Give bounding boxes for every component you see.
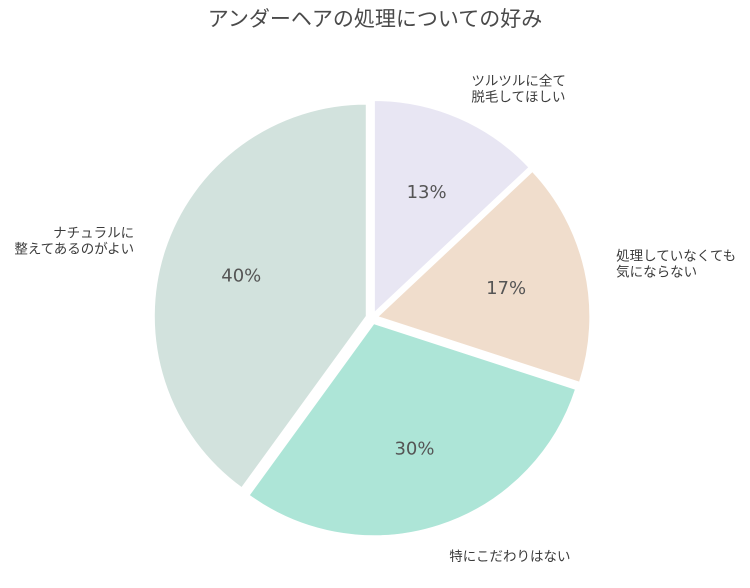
category-label-line: ナチュラルに	[53, 226, 134, 242]
category-label-line: 気にならない	[616, 264, 697, 280]
pie-labels: 13% ツルツルに全て脱毛してほしい 17% 処理していなくても気にならない 30% 特に…	[14, 72, 736, 565]
percent-label-4: 40%	[221, 266, 261, 287]
pie-slice-4	[153, 103, 367, 489]
category-label-line: 脱毛してほしい	[471, 89, 565, 105]
pie-slice-2	[376, 170, 591, 383]
category-label-line: 整えてあるのがよい	[14, 242, 134, 258]
percent-label-2: 17%	[486, 278, 526, 299]
pie-slice-1	[373, 99, 530, 314]
category-label-line: ツルツルに全て	[471, 72, 566, 89]
category-label-4: ナチュラルに整えてあるのがよい	[14, 226, 134, 258]
pie-slices	[153, 99, 591, 537]
category-label-3: 特にこだわりはない	[449, 549, 570, 565]
percent-label-3: 30%	[394, 439, 434, 460]
percent-label-1: 13%	[407, 182, 447, 203]
category-label-2: 処理していなくても気にならない	[616, 248, 736, 280]
category-label-line: 処理していなくても	[616, 248, 736, 264]
category-label-line: 特にこだわりはない	[449, 549, 570, 565]
category-label-1: ツルツルに全て脱毛してほしい	[471, 72, 566, 105]
pie-slice-3	[248, 323, 577, 537]
chart-title: アンダーヘアの処理についての好み	[208, 7, 543, 31]
